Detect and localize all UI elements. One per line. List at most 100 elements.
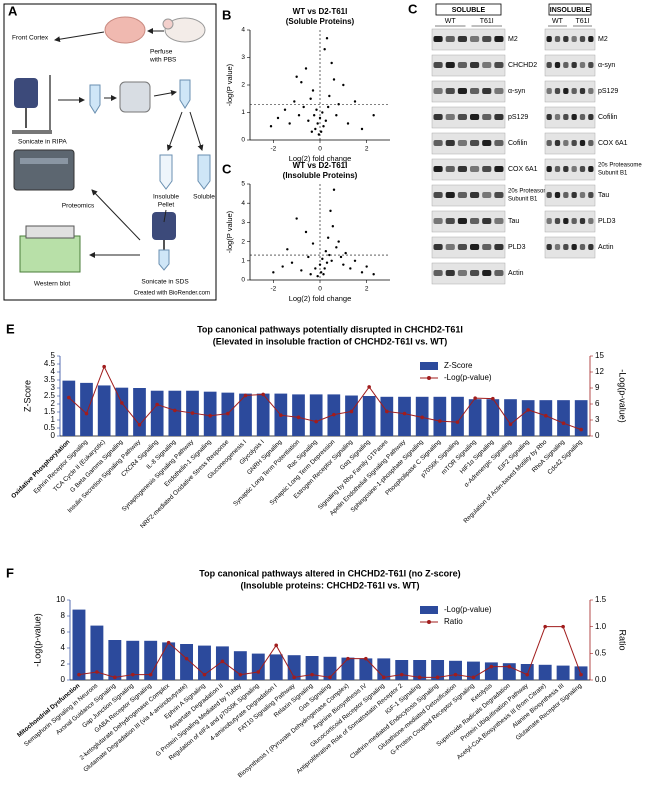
line-marker: [455, 420, 460, 424]
blot-header-box: [435, 3, 502, 16]
point: [330, 259, 333, 262]
point: [309, 97, 312, 100]
blot-band: [433, 244, 443, 250]
line-marker: [526, 408, 530, 412]
blot-band: [433, 192, 443, 198]
blot-band: [433, 166, 443, 172]
y-tick-label: 4: [241, 200, 245, 207]
line-marker: [561, 624, 565, 629]
blot-band: [457, 62, 467, 68]
arrow: [163, 209, 167, 223]
line-marker: [261, 392, 265, 397]
arrow: [91, 189, 141, 241]
blot-strip: [544, 184, 596, 207]
y-axis-label: -log(P value): [225, 63, 234, 106]
blot-band: [579, 218, 586, 224]
chart-subtitle: (Elevated in insoluble fraction of CHCHD…: [213, 336, 448, 346]
x-tick-label: Semaphorin Signaling in Neurons: [23, 682, 99, 748]
blot-band: [554, 36, 561, 42]
bar: [413, 660, 427, 680]
diagram-label: Western blot: [34, 281, 71, 288]
point: [290, 261, 294, 264]
point: [321, 257, 324, 261]
point: [310, 130, 314, 133]
bar: [144, 640, 158, 680]
protein-label: α-syn: [598, 62, 615, 69]
blot-band: [494, 244, 504, 250]
group-label: T61I: [575, 18, 589, 25]
line-marker: [417, 675, 422, 680]
blot-band: [494, 62, 504, 68]
y-tick-label: 2: [51, 399, 56, 408]
point: [307, 119, 310, 122]
legend-label: -Log(p-value): [444, 605, 492, 614]
bar: [539, 400, 553, 436]
blot-band: [588, 114, 594, 120]
tube-icon: [89, 84, 101, 114]
line-marker: [226, 411, 230, 416]
chart-title: WT vs D2-T61I: [293, 161, 348, 170]
blot-band: [470, 270, 480, 276]
diagram-label: Proteomics: [62, 203, 95, 210]
blot-band: [554, 218, 561, 224]
point: [344, 251, 347, 255]
diagram-label: Front Cortex: [12, 35, 49, 42]
blot-band: [457, 218, 467, 224]
blot-band: [482, 218, 492, 224]
point: [319, 130, 323, 133]
y-axis-label: Z-Score: [22, 380, 32, 412]
bar: [62, 380, 76, 436]
protein-label: 20s Proteasome: [598, 163, 642, 169]
blot-band: [588, 166, 594, 172]
blot-band: [457, 192, 467, 198]
y-tick-label: 3.5: [44, 375, 56, 384]
blot-band: [494, 192, 504, 198]
bar: [239, 393, 252, 436]
protein-label: pS129: [508, 114, 528, 121]
bar: [486, 399, 500, 436]
line-marker: [508, 422, 513, 427]
point: [286, 248, 289, 251]
bar: [180, 644, 194, 680]
panel-frame: [3, 3, 217, 301]
blot-band: [470, 88, 480, 94]
y2-axis-label: -Log(p-value): [618, 369, 628, 423]
line-marker: [137, 423, 142, 427]
diagram-label: Sonicate in RIPA: [18, 139, 67, 146]
blot-band: [433, 114, 443, 120]
bar: [451, 396, 464, 436]
line-marker: [238, 672, 243, 677]
protein-label: Cofilin: [598, 114, 618, 121]
diagram-label: Insoluble: [153, 194, 179, 201]
blot-band: [457, 270, 467, 276]
blot-band: [494, 166, 504, 172]
protein-label: α-syn: [508, 88, 525, 95]
y2-tick-label: 6: [595, 399, 600, 408]
point: [323, 48, 326, 51]
blot-band: [470, 140, 480, 146]
blot-strip: [431, 184, 506, 207]
line-marker: [84, 411, 89, 416]
blot-header: INSOLUBLE: [550, 7, 591, 14]
tube-icon: [197, 154, 211, 190]
bar: [431, 660, 445, 680]
y2-tick-label: 0.0: [595, 675, 607, 684]
bar: [433, 396, 447, 436]
point: [325, 37, 329, 40]
blot-band: [579, 36, 586, 42]
blot-band: [546, 114, 552, 120]
panel-a: A Front Cortex Perfuse with PBS Sonicate…: [3, 3, 217, 301]
blot-band: [571, 62, 577, 68]
blot-band: [433, 36, 443, 42]
bar: [126, 640, 140, 680]
line-marker: [113, 675, 117, 680]
y-tick-label: 0: [241, 137, 245, 144]
bar: [108, 640, 122, 680]
panel-label: A: [8, 3, 18, 18]
point: [331, 225, 335, 228]
blot-strip: [544, 236, 596, 259]
y-tick-label: 4: [51, 367, 56, 376]
blot-band: [445, 192, 455, 198]
line-marker: [279, 413, 283, 418]
line-marker: [381, 675, 386, 680]
